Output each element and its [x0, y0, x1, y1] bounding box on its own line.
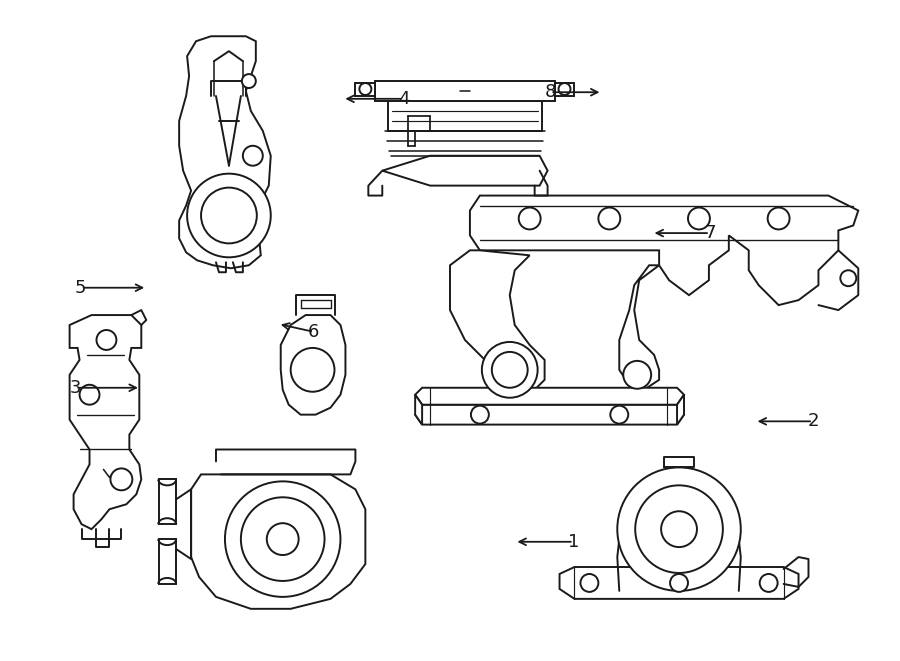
Circle shape	[241, 497, 325, 581]
Circle shape	[688, 208, 710, 229]
Polygon shape	[619, 265, 659, 390]
Circle shape	[201, 188, 256, 243]
Text: 5: 5	[75, 279, 86, 297]
Circle shape	[580, 574, 598, 592]
Polygon shape	[388, 101, 542, 131]
Circle shape	[841, 270, 856, 286]
Circle shape	[768, 208, 789, 229]
Circle shape	[187, 174, 271, 257]
Circle shape	[359, 83, 372, 95]
Circle shape	[635, 485, 723, 573]
Circle shape	[96, 330, 116, 350]
Circle shape	[111, 469, 132, 490]
Polygon shape	[450, 251, 544, 395]
Polygon shape	[382, 156, 547, 186]
Circle shape	[518, 208, 541, 229]
Polygon shape	[554, 83, 574, 96]
Circle shape	[662, 511, 697, 547]
Polygon shape	[159, 479, 176, 524]
Polygon shape	[159, 539, 176, 584]
Polygon shape	[356, 83, 375, 96]
Text: 6: 6	[308, 323, 320, 341]
Polygon shape	[191, 475, 365, 609]
Circle shape	[559, 83, 571, 95]
Polygon shape	[415, 395, 422, 424]
Text: 8: 8	[544, 83, 556, 101]
Polygon shape	[375, 81, 554, 101]
Polygon shape	[69, 315, 141, 529]
Circle shape	[491, 352, 527, 388]
Circle shape	[482, 342, 537, 398]
Polygon shape	[415, 405, 684, 424]
Circle shape	[610, 406, 628, 424]
Circle shape	[242, 74, 256, 88]
Circle shape	[225, 481, 340, 597]
Circle shape	[291, 348, 335, 392]
Text: 3: 3	[69, 379, 81, 397]
Circle shape	[760, 574, 778, 592]
Polygon shape	[470, 196, 859, 305]
Text: 2: 2	[807, 412, 819, 430]
Polygon shape	[560, 567, 798, 599]
Circle shape	[471, 406, 489, 424]
Text: 7: 7	[704, 224, 716, 242]
Polygon shape	[415, 388, 684, 405]
Circle shape	[617, 467, 741, 591]
Text: 1: 1	[568, 533, 580, 551]
Circle shape	[266, 524, 299, 555]
Circle shape	[79, 385, 100, 405]
Circle shape	[598, 208, 620, 229]
Circle shape	[243, 146, 263, 166]
Circle shape	[624, 361, 652, 389]
Polygon shape	[677, 395, 684, 424]
Polygon shape	[179, 36, 271, 268]
Polygon shape	[281, 315, 346, 414]
Text: 4: 4	[398, 90, 410, 108]
Circle shape	[670, 574, 688, 592]
